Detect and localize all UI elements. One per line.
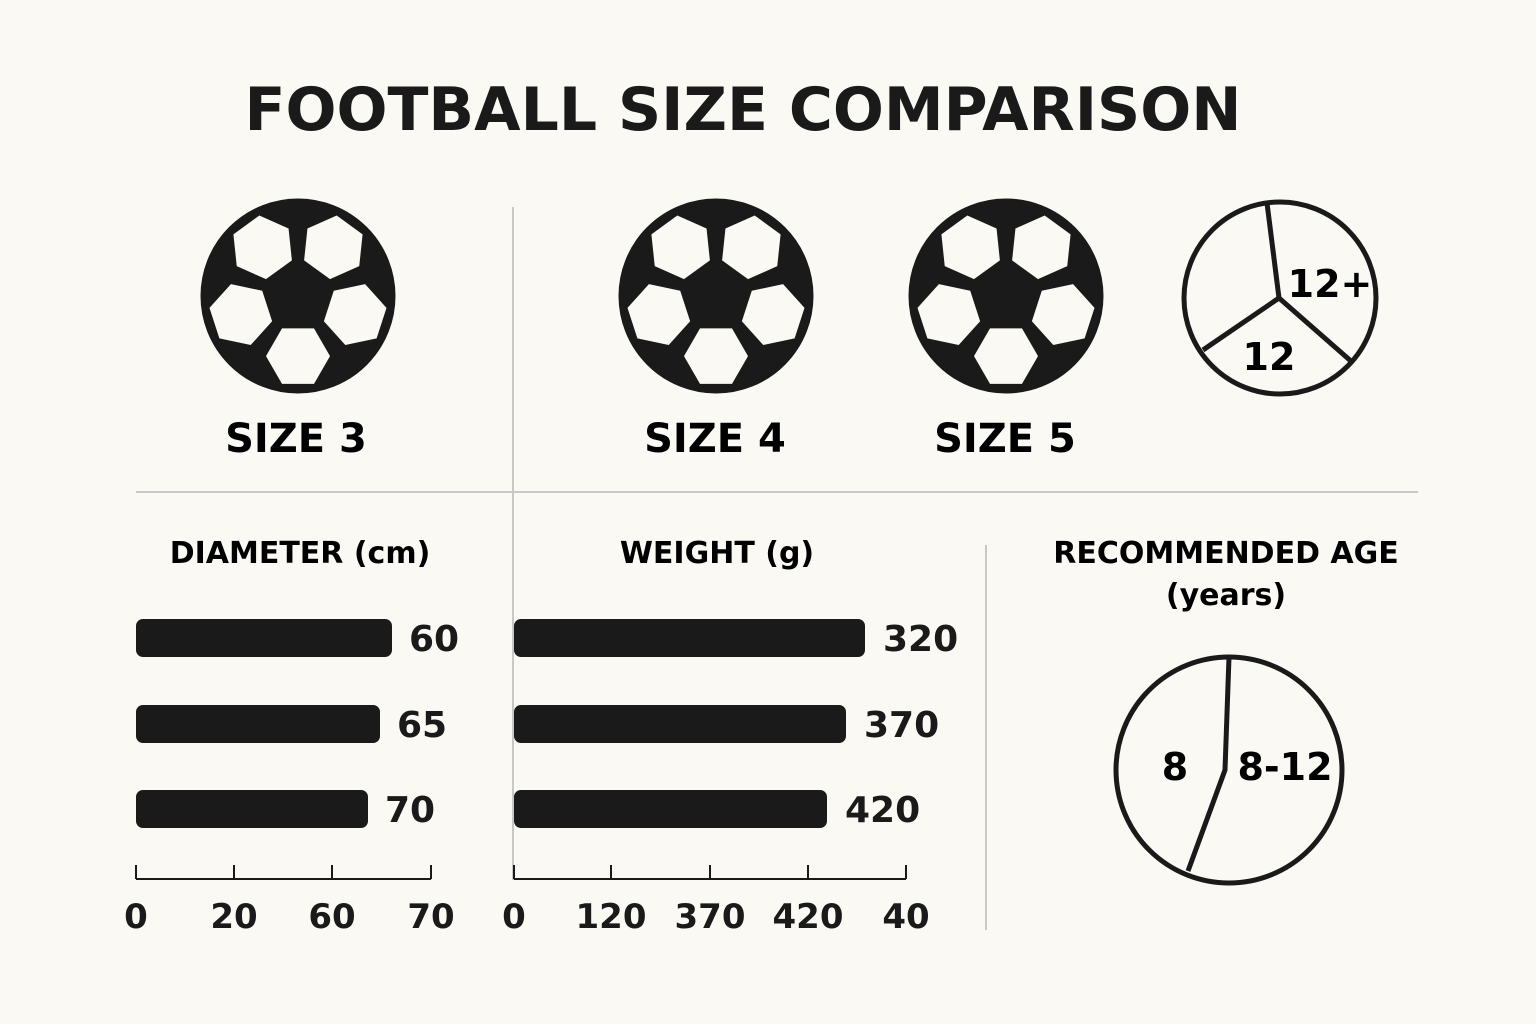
pie-small-slice-label: 12+ xyxy=(1288,262,1373,306)
pie-small-divider-right xyxy=(1277,296,1354,364)
ball-outline xyxy=(908,198,1104,394)
x-tick-label: 0 xyxy=(124,897,148,937)
ball-patch xyxy=(1031,284,1095,346)
diameter-chart-title: DIAMETER (cm) xyxy=(170,536,431,571)
age-chart-subtitle: (years) xyxy=(1166,578,1286,613)
ball-seam xyxy=(726,312,753,346)
ball-seam xyxy=(1027,274,1063,293)
x-tick-label: 40 xyxy=(882,897,929,937)
ball-outline xyxy=(200,198,396,394)
ball-patch xyxy=(722,215,781,280)
ball-seam xyxy=(1016,312,1043,346)
weight-chart-title: WEIGHT (g) xyxy=(620,536,814,571)
bar-value-label: 420 xyxy=(845,790,920,831)
age-pie-slice-label: 8 xyxy=(1162,745,1188,789)
age-pie-divider xyxy=(1185,656,1232,872)
ball-seam xyxy=(659,274,695,293)
ball-patch xyxy=(627,284,691,346)
age-pie-small: 12+ 12 xyxy=(1181,199,1379,397)
bar-value-label: 370 xyxy=(864,705,939,746)
pie-small-divider-left xyxy=(1201,295,1281,353)
size-3-ball xyxy=(200,198,396,394)
bar-value-label: 60 xyxy=(409,619,459,660)
ball-center-patch xyxy=(693,272,739,315)
ball-seam xyxy=(261,312,288,346)
size-5-ball xyxy=(908,198,1104,394)
x-tick-label: 120 xyxy=(576,897,647,937)
balls-row xyxy=(200,198,1104,394)
bar xyxy=(514,790,827,828)
x-tick-label: 20 xyxy=(210,897,257,937)
ball-patch xyxy=(973,328,1039,384)
ball-center-patch xyxy=(275,272,321,315)
ball-seam xyxy=(949,274,985,293)
ball-patch xyxy=(233,215,292,280)
weight-chart: 320 370 420 0 120 370 420 40 xyxy=(502,619,958,937)
ball-seam xyxy=(241,274,277,293)
ball-patch xyxy=(265,328,331,384)
pie-small-slice-label: 12 xyxy=(1243,335,1296,379)
pie-small-divider-top xyxy=(1264,202,1282,299)
ball-patch xyxy=(323,284,387,346)
ball-seam xyxy=(308,312,335,346)
bar-value-label: 320 xyxy=(883,619,958,660)
ball-seam xyxy=(737,274,773,293)
ball-seam xyxy=(679,312,706,346)
bar xyxy=(514,619,865,657)
bar-value-label: 65 xyxy=(397,705,447,746)
ball-seam xyxy=(969,312,996,346)
bar xyxy=(136,705,380,743)
ball-center-patch xyxy=(983,272,1029,315)
x-tick-label: 60 xyxy=(308,897,355,937)
size-4-ball xyxy=(618,198,814,394)
pie-small-outline xyxy=(1181,199,1379,397)
bar-value-label: 70 xyxy=(385,790,435,831)
age-chart-title: RECOMMENDED AGE xyxy=(1053,536,1399,571)
x-tick-label: 370 xyxy=(675,897,746,937)
ball-patch xyxy=(651,215,710,280)
x-tick-label: 0 xyxy=(502,897,526,937)
age-pie-slice-label: 8-12 xyxy=(1237,745,1332,789)
ball-patch xyxy=(917,284,981,346)
bar xyxy=(136,619,392,657)
ball-patch xyxy=(683,328,749,384)
size-3-label: SIZE 3 xyxy=(225,416,367,462)
ball-patch xyxy=(941,215,1000,280)
ball-patch xyxy=(304,215,363,280)
ball-seam xyxy=(319,274,355,293)
bar xyxy=(514,705,846,743)
diameter-chart: 60 65 70 0 20 60 70 xyxy=(124,619,459,937)
bar xyxy=(136,790,368,828)
page-title: FOOTBALL SIZE COMPARISON xyxy=(245,75,1242,145)
ball-patch xyxy=(741,284,805,346)
age-pie: 8 8-12 xyxy=(1113,654,1345,886)
ball-patch xyxy=(209,284,273,346)
ball-outline xyxy=(618,198,814,394)
size-5-label: SIZE 5 xyxy=(934,416,1076,462)
x-tick-label: 420 xyxy=(773,897,844,937)
size-4-label: SIZE 4 xyxy=(644,416,786,462)
ball-patch xyxy=(1012,215,1071,280)
x-tick-label: 70 xyxy=(407,897,454,937)
